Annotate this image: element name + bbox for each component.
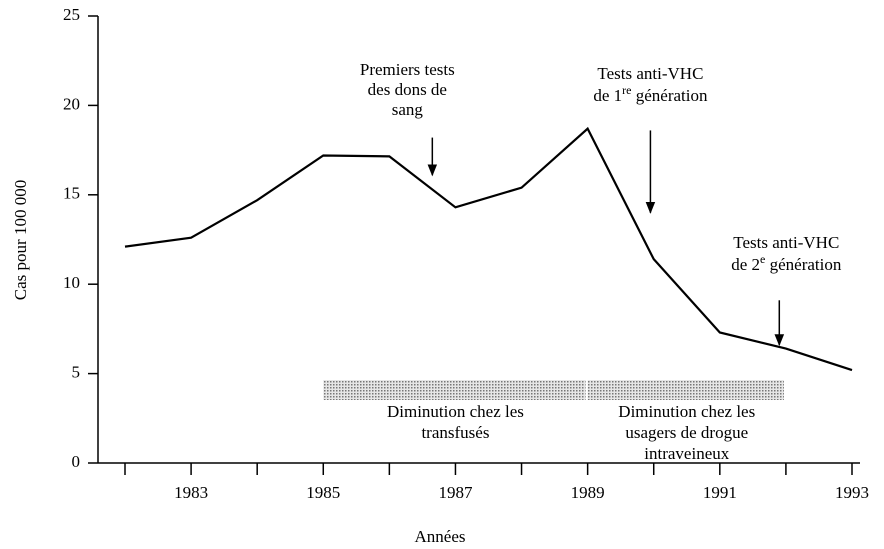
annotation-text: sang	[392, 100, 424, 119]
annotation-text-part: de 1	[593, 86, 622, 105]
annotation-text-part: de 2	[731, 255, 760, 274]
x-tick-label: 1985	[306, 483, 340, 502]
annotation-text: de 1re génération	[593, 83, 708, 105]
period-label: Diminution chez les	[618, 402, 755, 421]
y-tick-label: 25	[63, 5, 80, 24]
y-axis-title: Cas pour 100 000	[11, 180, 30, 300]
annotation-text: Tests anti-VHC	[597, 64, 703, 83]
y-tick-label: 20	[63, 94, 80, 113]
annotation-text: de 2e génération	[731, 252, 842, 274]
y-tick-label: 5	[72, 363, 81, 382]
annotation-text: Premiers tests	[360, 60, 455, 79]
period-label: transfusés	[421, 423, 489, 442]
x-tick-label: 1993	[835, 483, 869, 502]
x-tick-label: 1989	[571, 483, 605, 502]
annotation-superscript: re	[622, 83, 631, 97]
x-tick-label: 1983	[174, 483, 208, 502]
period-label: usagers de drogue	[625, 423, 748, 442]
x-tick-label: 1991	[703, 483, 737, 502]
annotation-text: des dons de	[368, 80, 447, 99]
y-tick-label: 10	[63, 273, 80, 292]
x-axis-title: Années	[415, 527, 466, 546]
annotation-superscript: e	[760, 252, 765, 266]
period-bar	[323, 380, 586, 400]
annotation-text: Tests anti-VHC	[733, 233, 839, 252]
x-tick-label: 1987	[438, 483, 473, 502]
annotation-text-part: génération	[765, 255, 841, 274]
period-label: Diminution chez les	[387, 402, 524, 421]
y-tick-label: 0	[72, 452, 81, 471]
y-tick-label: 15	[63, 184, 80, 203]
annotation-text-part: génération	[631, 86, 707, 105]
period-bar	[587, 380, 784, 400]
data-line	[124, 126, 853, 372]
period-label: intraveineux	[644, 444, 729, 463]
